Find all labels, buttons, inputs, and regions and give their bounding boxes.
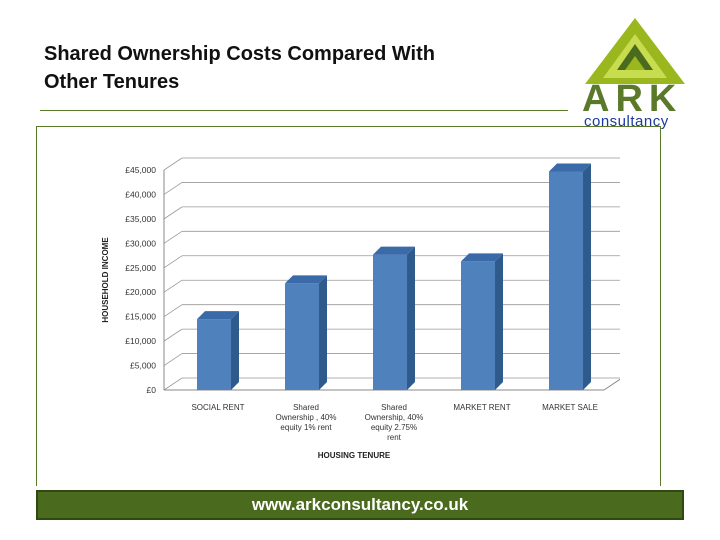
logo-subtitle: consultancy <box>584 113 669 130</box>
x-tick-label: Shared <box>293 403 319 412</box>
grid-depth-line <box>163 353 183 366</box>
grid-depth-line <box>163 182 183 195</box>
frame-right <box>660 126 661 486</box>
grid-depth-line <box>163 304 183 317</box>
x-tick-label: equity 2.75% <box>371 423 417 432</box>
y-tick-label: £35,000 <box>125 214 156 224</box>
bar-top <box>549 163 591 172</box>
floor-edge-line <box>603 377 623 391</box>
x-tick-label: Ownership , 40% <box>276 413 337 422</box>
chart: £0 £5,000 £10,000 £15,000 £20,000 £25,000 £30,… <box>72 146 623 462</box>
bar <box>373 254 407 390</box>
y-axis-title: HOUSEHOLD INCOME <box>101 237 110 323</box>
bar-chart: £0 £5,000 £10,000 £15,000 £20,000 £25,000 £30,… <box>101 157 623 460</box>
slide-title: Shared Ownership Costs Compared With Oth… <box>44 40 564 96</box>
y-tick-label: £30,000 <box>125 238 156 248</box>
bar-top <box>197 311 239 320</box>
x-tick-label: MARKET RENT <box>453 403 510 412</box>
bar-side <box>231 311 239 390</box>
x-axis-title: HOUSING TENURE <box>318 451 391 460</box>
footer-bar: www.arkconsultancy.co.uk <box>36 490 684 520</box>
bar <box>461 261 495 390</box>
x-tick-label: MARKET SALE <box>542 403 598 412</box>
ark-logo <box>575 14 695 134</box>
bar-side <box>319 275 327 390</box>
footer-url[interactable]: www.arkconsultancy.co.uk <box>251 495 469 514</box>
grid-depth-line <box>163 377 183 391</box>
bar-side <box>583 163 591 390</box>
x-tick-label: SOCIAL RENT <box>191 403 244 412</box>
bar-side <box>407 246 415 390</box>
grid-depth-line <box>163 279 183 293</box>
title-divider <box>40 110 568 111</box>
logo-wordmark: ARK <box>582 78 683 120</box>
ark-logo-icon <box>585 18 685 84</box>
y-tick-label: £10,000 <box>125 336 156 346</box>
y-tick-label: £40,000 <box>125 189 156 199</box>
x-tick-label: Shared <box>381 403 407 412</box>
bar <box>285 283 319 390</box>
bar-top <box>373 246 415 255</box>
x-tick-label: equity 1% rent <box>280 423 332 432</box>
x-tick-label: rent <box>387 433 402 442</box>
grid-depth-line <box>163 231 183 244</box>
frame-left <box>36 126 37 486</box>
x-tick-label: Ownership, 40% <box>365 413 424 422</box>
bar-top <box>461 253 503 262</box>
bar <box>549 171 583 390</box>
y-tick-label: £15,000 <box>125 312 156 322</box>
grid-depth-line <box>163 206 183 220</box>
grid-depth-line <box>163 328 183 342</box>
y-tick-label: £45,000 <box>125 165 156 175</box>
y-tick-label: £20,000 <box>125 287 156 297</box>
slide-title-line2: Other Tenures <box>44 71 180 93</box>
y-tick-label: £25,000 <box>125 263 156 273</box>
slide-title-line1: Shared Ownership Costs Compared With <box>44 43 435 65</box>
bar-side <box>495 253 503 390</box>
y-tick-label: £5,000 <box>130 361 156 371</box>
bar-top <box>285 275 327 284</box>
grid-depth-line <box>163 157 183 171</box>
grid-depth-line <box>163 255 183 269</box>
y-tick-label: £0 <box>147 385 157 395</box>
frame-top <box>36 126 660 127</box>
bar <box>197 319 231 390</box>
